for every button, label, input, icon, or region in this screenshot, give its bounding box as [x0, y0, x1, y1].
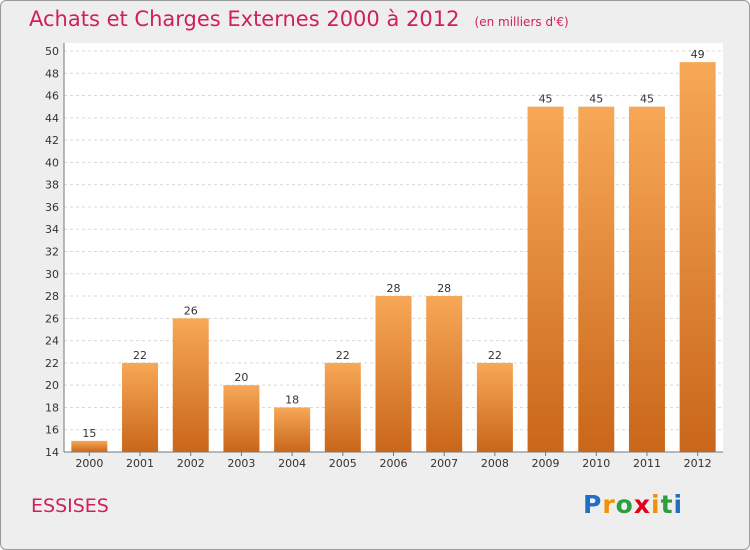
- logo-letter: o: [615, 490, 634, 519]
- y-tick-label: 24: [45, 335, 59, 348]
- y-tick-label: 48: [45, 67, 59, 80]
- logo-letter: r: [602, 490, 616, 519]
- data-label: 26: [184, 304, 198, 317]
- data-label: 22: [488, 349, 502, 362]
- y-tick-label: 18: [45, 401, 59, 414]
- commune-name: ESSISES: [31, 495, 109, 517]
- y-tick-label: 40: [45, 156, 59, 169]
- y-tick-label: 20: [45, 379, 59, 392]
- x-tick-label: 2009: [532, 457, 560, 470]
- y-tick-label: 44: [45, 112, 59, 125]
- bar: [679, 62, 716, 453]
- y-tick-label: 32: [45, 246, 59, 259]
- data-label: 18: [285, 393, 299, 406]
- y-tick-label: 22: [45, 357, 59, 370]
- x-tick-label: 2002: [177, 457, 205, 470]
- chart-unit: (en milliers d'€): [474, 15, 569, 29]
- y-tick-label: 50: [45, 45, 59, 58]
- chart-title-text: Achats et Charges Externes 2000 à 2012: [29, 7, 460, 31]
- x-tick-label: 2001: [126, 457, 154, 470]
- x-tick-label: 2005: [329, 457, 357, 470]
- data-label: 49: [691, 48, 705, 61]
- data-label: 45: [539, 93, 553, 106]
- bar: [476, 362, 513, 452]
- proxiti-logo: Proxiti: [583, 490, 683, 519]
- data-label: 28: [437, 282, 451, 295]
- x-tick-label: 2007: [430, 457, 458, 470]
- x-tick-label: 2003: [227, 457, 255, 470]
- bar: [122, 362, 159, 452]
- y-tick-label: 16: [45, 424, 59, 437]
- y-tick-label: 34: [45, 223, 59, 236]
- data-label: 15: [82, 427, 96, 440]
- x-tick-label: 2006: [380, 457, 408, 470]
- bar: [375, 296, 412, 452]
- bar: [628, 106, 665, 452]
- data-label: 22: [336, 349, 350, 362]
- x-tick-label: 2004: [278, 457, 306, 470]
- logo-letter: t: [660, 490, 674, 519]
- bar: [527, 106, 564, 452]
- data-label: 45: [640, 93, 654, 106]
- x-tick-label: 2010: [582, 457, 610, 470]
- bar: [223, 385, 260, 452]
- y-tick-label: 46: [45, 90, 59, 103]
- x-tick-label: 2008: [481, 457, 509, 470]
- y-tick-label: 14: [45, 446, 59, 459]
- bar: [324, 362, 361, 452]
- logo-letter: x: [633, 490, 651, 519]
- x-tick-label: 2012: [684, 457, 712, 470]
- bar: [172, 318, 209, 452]
- y-tick-label: 42: [45, 134, 59, 147]
- data-label: 45: [589, 93, 603, 106]
- y-tick-label: 30: [45, 268, 59, 281]
- x-tick-label: 2011: [633, 457, 661, 470]
- logo-letter: i: [673, 490, 684, 519]
- data-label: 28: [387, 282, 401, 295]
- y-tick-label: 36: [45, 201, 59, 214]
- x-tick-label: 2000: [75, 457, 103, 470]
- logo-letter: P: [583, 490, 603, 519]
- bar: [71, 440, 108, 452]
- bar: [426, 296, 463, 452]
- bar: [578, 106, 615, 452]
- data-label: 20: [234, 371, 248, 384]
- bar: [274, 407, 311, 452]
- data-label: 22: [133, 349, 147, 362]
- y-tick-label: 28: [45, 290, 59, 303]
- y-tick-label: 38: [45, 179, 59, 192]
- chart-title: Achats et Charges Externes 2000 à 2012 (…: [29, 7, 569, 31]
- logo-letter: i: [651, 490, 661, 519]
- y-tick-label: 26: [45, 312, 59, 325]
